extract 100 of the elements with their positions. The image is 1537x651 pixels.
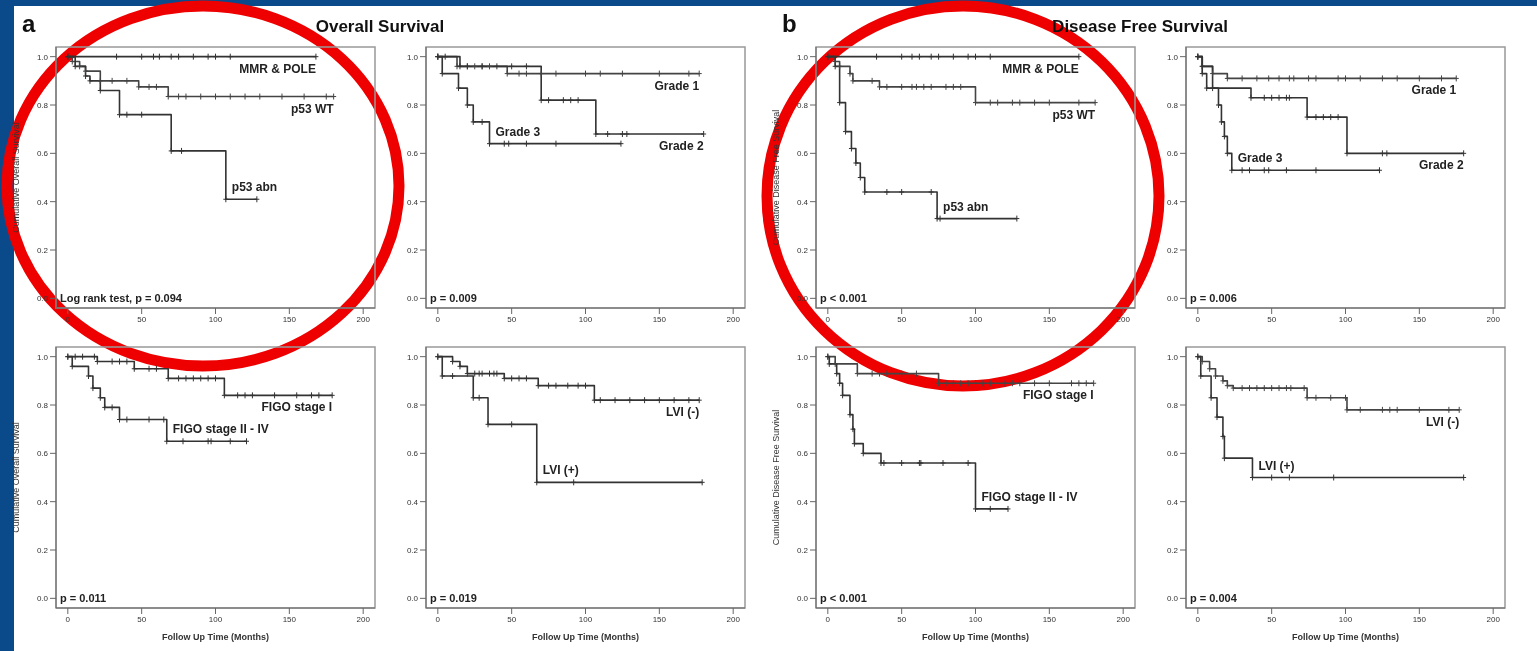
x-axis-title: Follow Up Time (Months): [1292, 632, 1399, 642]
y-tick-label: 0.4: [36, 197, 49, 207]
y-tick-label: 1.0: [796, 52, 809, 62]
series-label: p53 abn: [943, 199, 989, 214]
y-tick-label: 0.6: [406, 449, 419, 459]
x-tick-label: 100: [208, 614, 223, 624]
x-tick-label: 100: [968, 614, 983, 624]
y-tick-label: 0.8: [796, 100, 809, 110]
y-tick-label: 0.6: [796, 449, 809, 459]
y-tick-label: 0.8: [1166, 400, 1179, 410]
y-axis-title: Cumulative Disease Free Survival: [771, 109, 782, 246]
series-label: LVI (-): [666, 405, 700, 420]
x-tick-label: 50: [1267, 614, 1277, 624]
x-tick-label: 0: [65, 614, 71, 624]
annotation: Log rank test, p = 0.094: [60, 292, 183, 304]
y-tick-label: 0.2: [406, 545, 419, 555]
y-tick-label: 0.0: [1166, 594, 1179, 604]
y-tick-label: 0.0: [796, 594, 809, 604]
y-tick-label: 1.0: [796, 352, 809, 362]
y-axis-title: Cumulative Disease Free Survival: [771, 409, 782, 546]
series-label: MMR & POLE: [239, 61, 316, 76]
series-label: LVI (+): [542, 463, 579, 478]
y-tick-label: 0.2: [1166, 545, 1179, 555]
y-tick-label: 0.4: [36, 497, 49, 507]
series-label: FIGO stage II - IV: [172, 422, 269, 437]
y-tick-label: 0.2: [796, 545, 809, 555]
series-label: FIGO stage I: [261, 400, 333, 415]
x-tick-label: 0: [1195, 614, 1201, 624]
y-axis-title: Cumulative Overall Survival: [11, 122, 22, 233]
x-tick-label: 0: [65, 314, 71, 324]
x-tick-label: 50: [897, 614, 907, 624]
y-tick-label: 1.0: [1166, 52, 1179, 62]
y-tick-label: 0.6: [1166, 449, 1179, 459]
x-tick-label: 100: [968, 314, 983, 324]
x-axis-title: Follow Up Time (Months): [162, 632, 269, 642]
x-axis-title: Follow Up Time (Months): [532, 632, 639, 642]
y-tick-label: 0.4: [406, 497, 419, 507]
text: a: [22, 10, 36, 38]
x-tick-label: 150: [652, 314, 667, 324]
y-tick-label: 0.8: [796, 400, 809, 410]
y-tick-label: 0.2: [796, 245, 809, 255]
series-label: p53 WT: [290, 101, 335, 116]
series-label: Grade 3: [1237, 151, 1283, 166]
x-tick-label: 50: [137, 614, 147, 624]
x-tick-label: 200: [726, 314, 741, 324]
x-tick-label: 0: [435, 614, 441, 624]
y-tick-label: 0.4: [796, 197, 809, 207]
x-tick-label: 0: [825, 314, 831, 324]
y-tick-label: 0.2: [36, 245, 49, 255]
x-tick-label: 0: [825, 614, 831, 624]
y-tick-label: 0.8: [406, 400, 419, 410]
series-label: p53 WT: [1052, 107, 1096, 122]
x-tick-label: 50: [137, 314, 147, 324]
x-tick-label: 50: [507, 614, 517, 624]
series-label: LVI (-): [1426, 414, 1460, 429]
x-tick-label: 100: [578, 314, 593, 324]
y-tick-label: 0.4: [1166, 497, 1179, 507]
y-tick-label: 0.6: [406, 149, 419, 159]
y-tick-label: 1.0: [406, 352, 419, 362]
y-tick-label: 0.6: [36, 149, 49, 159]
x-tick-label: 150: [1042, 314, 1057, 324]
x-tick-label: 100: [578, 614, 593, 624]
x-tick-label: 0: [1195, 314, 1201, 324]
annotation: p = 0.019: [430, 592, 477, 604]
y-tick-label: 0.0: [1166, 294, 1179, 304]
annotation: p = 0.006: [1190, 292, 1237, 304]
y-tick-label: 0.0: [406, 594, 419, 604]
series-label: Grade 2: [1418, 158, 1464, 173]
x-tick-label: 150: [282, 314, 297, 324]
y-axis-title: Cumulative Overall Survival: [11, 422, 22, 533]
x-tick-label: 50: [1267, 314, 1277, 324]
series-label: Grade 1: [1411, 83, 1457, 98]
x-tick-label: 100: [208, 314, 223, 324]
series-label: Grade 1: [654, 78, 700, 93]
y-tick-label: 0.4: [796, 497, 809, 507]
y-tick-label: 1.0: [36, 352, 49, 362]
x-tick-label: 100: [1338, 314, 1353, 324]
x-tick-label: 150: [652, 614, 667, 624]
x-tick-label: 50: [507, 314, 517, 324]
y-tick-label: 0.6: [36, 449, 49, 459]
annotation: p < 0.001: [820, 592, 867, 604]
x-tick-label: 100: [1338, 614, 1353, 624]
x-tick-label: 0: [435, 314, 441, 324]
annotation: p = 0.009: [430, 292, 477, 304]
y-tick-label: 1.0: [1166, 352, 1179, 362]
annotation: p < 0.001: [820, 292, 867, 304]
x-tick-label: 150: [1042, 614, 1057, 624]
x-tick-label: 200: [1116, 314, 1131, 324]
text: b: [782, 10, 797, 38]
series-label: LVI (+): [1258, 458, 1295, 473]
y-tick-label: 0.0: [406, 294, 419, 304]
y-tick-label: 0.2: [406, 245, 419, 255]
x-tick-label: 200: [1486, 614, 1501, 624]
series-label: Grade 3: [495, 124, 541, 139]
x-tick-label: 150: [1412, 314, 1427, 324]
y-tick-label: 0.8: [36, 400, 49, 410]
y-tick-label: 0.6: [1166, 149, 1179, 159]
x-axis-title: Follow Up Time (Months): [922, 632, 1029, 642]
chart-title: Overall Survival: [315, 17, 445, 36]
annotation: p = 0.004: [1190, 592, 1238, 604]
